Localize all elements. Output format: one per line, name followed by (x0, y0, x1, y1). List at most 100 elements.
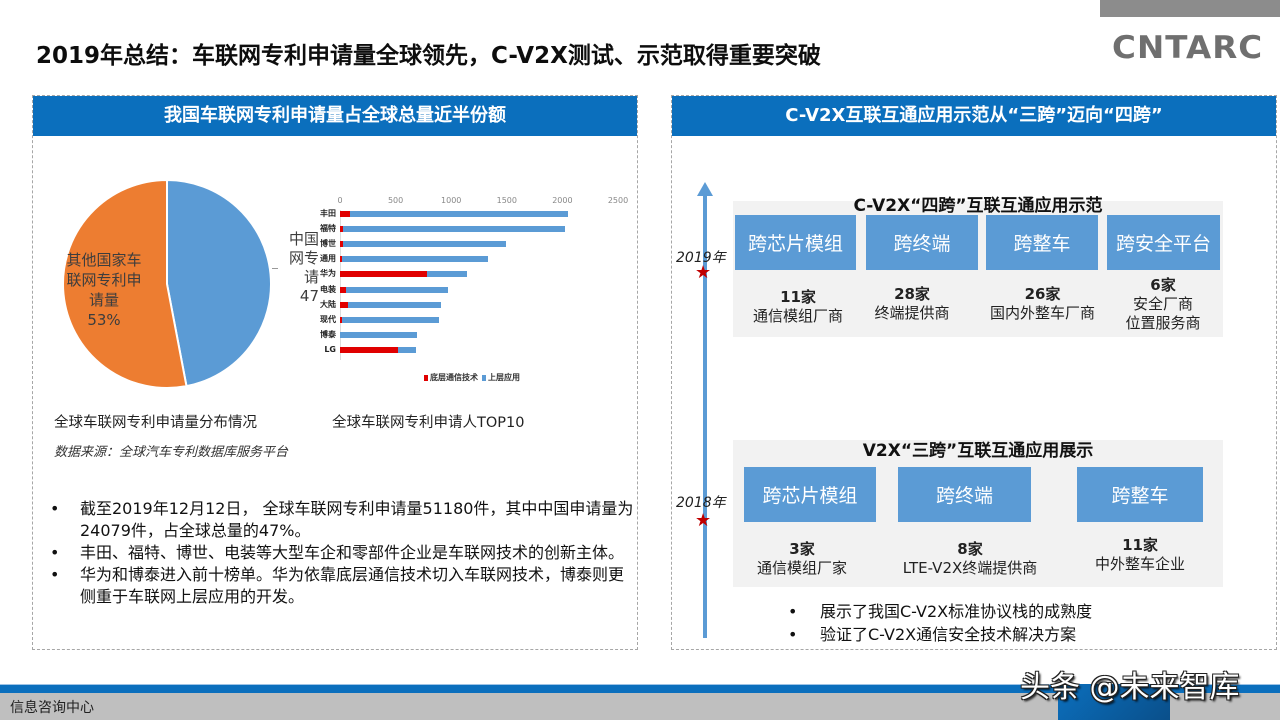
legend-swatch (424, 374, 428, 381)
stat-desc: 国内外整车厂商 (989, 304, 1095, 322)
stat-number: 3家 (789, 540, 815, 558)
pie-label-china-line: 中国 (288, 230, 319, 248)
bar-segment (343, 226, 565, 233)
left-bullet-item: • 截至2019年12月12日， 全球车联网专利申请量51180件，其中中国申请量… (44, 498, 634, 542)
pie-label-china-line: 网专 (288, 249, 319, 267)
left-bullet-item: • 丰田、福特、博世、电装等大型车企和零部件企业是车联网技术的创新主体。 (44, 542, 634, 564)
four-cross-cat-security-platform: 跨安全平台 (1107, 215, 1220, 270)
watermark: 头条 @未来智库 (1020, 670, 1240, 705)
bar-caption: 全球车联网专利申请人TOP10 (332, 415, 525, 431)
bullet-dot: • (50, 499, 60, 518)
pie-label-china-line: 47 (299, 287, 319, 305)
four-cross-stat-security: 6家 安全厂商 位置服务商 (1106, 276, 1220, 333)
bar-category-label: 丰田 (320, 209, 336, 218)
stat-desc: 安全厂商 (1132, 295, 1193, 313)
bullet-dot: • (50, 565, 60, 584)
footer-blue-band (0, 684, 1280, 693)
bar-segment (345, 286, 448, 293)
bar-segment (341, 316, 439, 323)
bar-axis-tick: 0 (337, 196, 343, 205)
bullet-dot: • (788, 625, 798, 644)
legend-swatch (482, 374, 486, 381)
three-cross-stat-vehicle: 11家 中外整车企业 (1080, 536, 1200, 574)
footer-text: 信息咨询中心 (10, 700, 94, 716)
left-bullet-item: • 华为和博泰进入前十榜单。华为依靠底层通信技术切入车联网技术，博泰则更侧重于车联… (44, 564, 634, 608)
legend-label: 底层通信技术 (430, 373, 478, 382)
bullet-text: 华为和博泰进入前十榜单。华为依靠底层通信技术切入车联网技术，博泰则更侧重于车联网… (80, 565, 625, 606)
timeline-line (703, 192, 707, 638)
three-cross-cat-chip-module: 跨芯片模组 (744, 467, 876, 522)
bullet-text: 验证了C-V2X通信安全技术解决方案 (820, 625, 1077, 644)
bar-segment (340, 346, 398, 353)
bar-category-label: 福特 (320, 224, 336, 234)
pie-slice (62, 178, 188, 389)
pie-leader-line (272, 268, 278, 269)
left-bullet-list: • 截至2019年12月12日， 全球车联网专利申请量51180件，其中中国申请量… (44, 498, 634, 608)
bullet-dot: • (50, 543, 60, 562)
pie-slice (166, 178, 272, 388)
bar-segment (340, 271, 427, 278)
right-bullet-item: • 展示了我国C-V2X标准协议栈的成熟度 (788, 600, 1092, 623)
bar-segment (347, 301, 442, 308)
top-decor-bar (1100, 0, 1280, 17)
bar-segment (340, 226, 344, 233)
pie-label-china-line: 请 (303, 268, 319, 286)
four-cross-cat-chip-module: 跨芯片模组 (735, 215, 856, 270)
three-cross-stat-chip: 3家 通信模组厂家 (744, 540, 860, 578)
star-icon-2019: ★ (695, 262, 712, 283)
timeline-arrow-icon (697, 182, 713, 196)
bar-category-label: LG (324, 344, 336, 354)
bar-axis-tick: 1000 (441, 196, 462, 205)
bullet-text: 丰田、福特、博世、电装等大型车企和零部件企业是车联网技术的创新主体。 (80, 543, 625, 562)
stat-number: 11家 (780, 288, 816, 306)
bar-segment (340, 301, 348, 308)
bar-category-label: 大陆 (320, 299, 336, 309)
stat-desc: LTE-V2X终端提供商 (902, 559, 1038, 577)
bar-category-label: 现代 (320, 314, 336, 324)
star-icon-2018: ★ (695, 510, 712, 531)
bar-category-label: 通用 (320, 254, 336, 264)
bar-segment (342, 256, 488, 263)
right-panel-header: C-V2X互联互通应用示范从“三跨”迈向“四跨” (672, 96, 1276, 136)
year-2018-label: 2018年 (676, 495, 726, 511)
data-source: 数据来源：全球汽车专利数据库服务平台 (54, 445, 289, 460)
bar-segment (426, 271, 467, 278)
bar-segment (340, 331, 417, 338)
bar-segment (340, 211, 350, 217)
three-cross-stat-terminal: 8家 LTE-V2X终端提供商 (890, 540, 1050, 578)
four-cross-stat-vehicle: 26家 国内外整车厂商 (975, 285, 1110, 323)
stat-desc: 通信模组厂商 (752, 307, 843, 325)
left-panel-header: 我国车联网专利申请量占全球总量近半份额 (33, 96, 637, 136)
bar-axis-tick: 500 (387, 196, 404, 205)
bar-category-label: 博泰 (320, 329, 336, 339)
stat-desc: 中外整车企业 (1094, 555, 1185, 573)
four-cross-cat-terminal: 跨终端 (866, 215, 978, 270)
pie-chart (61, 178, 273, 390)
three-cross-title: V2X“三跨”互联互通应用展示 (862, 441, 1094, 461)
stat-number: 11家 (1122, 536, 1158, 554)
bullet-dot: • (788, 602, 798, 621)
four-cross-stat-terminal: 28家 终端提供商 (851, 285, 973, 323)
pie-label-other-text: 其他国家车联网专利申请量 (66, 251, 142, 309)
bar-axis-tick: 2000 (552, 196, 573, 205)
cntarc-logo: CNTARC (1112, 30, 1264, 66)
stat-number: 6家 (1150, 276, 1176, 294)
footer-blue-block (1058, 684, 1170, 720)
bar-category-label: 华为 (320, 269, 336, 279)
stat-desc: 通信模组厂家 (756, 559, 847, 577)
bar-category-label: 博世 (320, 239, 336, 249)
stat-number: 28家 (894, 285, 930, 303)
bullet-text: 展示了我国C-V2X标准协议栈的成熟度 (820, 602, 1093, 621)
bar-segment (340, 241, 344, 248)
bar-segment (350, 211, 568, 217)
stat-number: 8家 (957, 540, 983, 558)
bar-segment (340, 316, 342, 323)
legend-label: 上层应用 (488, 373, 520, 382)
bar-segment (340, 286, 346, 293)
bar-segment (343, 241, 506, 248)
four-cross-stat-chip: 11家 通信模组厂商 (735, 288, 861, 326)
four-cross-cat-vehicle: 跨整车 (986, 215, 1098, 270)
pie-label-other-pct: 53% (87, 311, 121, 329)
page-title: 2019年总结：车联网专利申请量全球领先，C-V2X测试、示范取得重要突破 (36, 43, 821, 69)
pie-caption: 全球车联网专利申请量分布情况 (54, 415, 257, 431)
